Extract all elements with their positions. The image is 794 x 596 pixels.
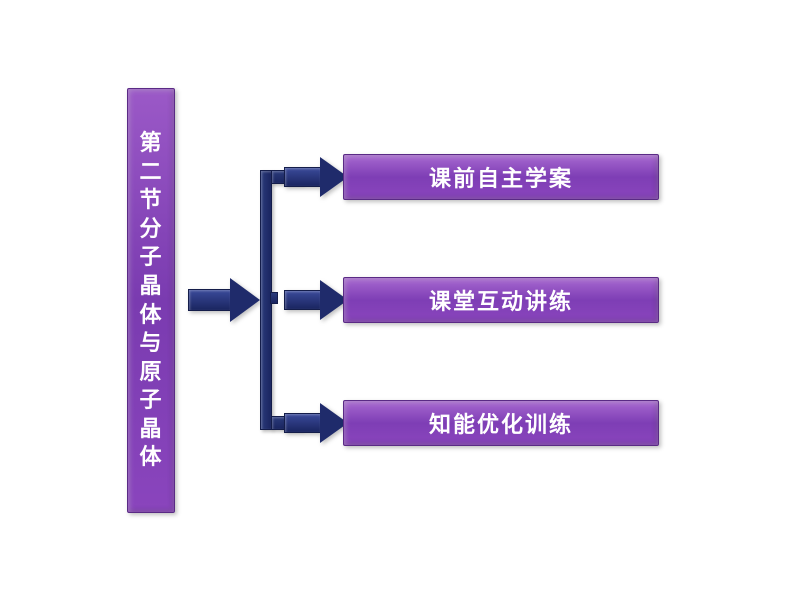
- arrow-shaft: [284, 167, 320, 187]
- item-box-1: 课前自主学案: [343, 154, 659, 200]
- item-label: 课堂互动讲练: [429, 284, 573, 316]
- arrow-shaft: [284, 290, 320, 310]
- bracket-mid-stub: [270, 292, 278, 304]
- branch-arrow-1: [284, 157, 348, 197]
- arrow-shaft: [188, 289, 230, 311]
- arrow-shaft: [284, 413, 320, 433]
- item-label: 知能优化训练: [429, 407, 573, 439]
- item-box-2: 课堂互动讲练: [343, 277, 659, 323]
- arrow-head-icon: [230, 278, 260, 322]
- item-box-3: 知能优化训练: [343, 400, 659, 446]
- main-title-text: 第二节分子晶体与原子晶体: [139, 129, 162, 472]
- item-label: 课前自主学案: [429, 161, 573, 193]
- main-title-box: 第二节分子晶体与原子晶体: [127, 88, 175, 513]
- main-arrow: [188, 278, 260, 322]
- branch-arrow-3: [284, 403, 348, 443]
- branch-arrow-2: [284, 280, 348, 320]
